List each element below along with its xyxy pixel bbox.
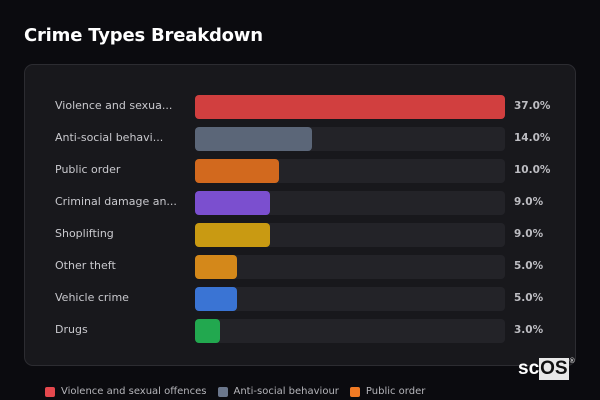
bar-value: 10.0% [514, 164, 551, 176]
bar-track [195, 127, 505, 151]
bar-fill[interactable] [195, 255, 237, 279]
bar-fill[interactable] [195, 95, 505, 119]
logo-boxed: OS [539, 358, 569, 380]
legend-label: Anti-social behaviour [233, 386, 339, 397]
bar-row: Drugs 3.0% [25, 319, 575, 343]
chart-title: Crime Types Breakdown [24, 25, 263, 46]
bar-value: 9.0% [514, 196, 544, 208]
legend-swatch-icon [45, 386, 55, 397]
watermark-logo: sc OS ® [518, 358, 575, 380]
bar-value: 37.0% [514, 100, 551, 112]
bar-track [195, 255, 505, 279]
bar-value: 14.0% [514, 132, 551, 144]
bar-track [195, 287, 505, 311]
bar-label: Criminal damage an... [55, 195, 177, 208]
legend-label: Violence and sexual offences [61, 386, 207, 397]
bar-label: Vehicle crime [55, 291, 129, 304]
bar-row: Public order 10.0% [25, 159, 575, 183]
bar-track [195, 95, 505, 119]
bar-label: Drugs [55, 323, 88, 336]
bar-fill[interactable] [195, 223, 271, 247]
bar-value: 3.0% [514, 324, 544, 336]
bar-fill[interactable] [195, 319, 221, 343]
registered-mark-icon: ® [569, 358, 575, 365]
legend-item[interactable]: Public order [349, 386, 426, 397]
logo-prefix: sc [518, 358, 540, 379]
bar-value: 9.0% [514, 228, 544, 240]
bar-track [195, 223, 505, 247]
bar-label: Shoplifting [55, 227, 114, 240]
bar-row: Shoplifting 9.0% [25, 223, 575, 247]
bar-value: 5.0% [514, 292, 544, 304]
bar-track [195, 159, 505, 183]
bar-value: 5.0% [514, 260, 544, 272]
legend-item[interactable]: Anti-social behaviour [217, 386, 339, 397]
bar-fill[interactable] [195, 287, 237, 311]
bar-row: Vehicle crime 5.0% [25, 287, 575, 311]
legend-swatch-icon [217, 386, 228, 397]
bar-row: Other theft 5.0% [25, 255, 575, 279]
bar-label: Violence and sexua... [55, 99, 173, 112]
bar-fill[interactable] [195, 127, 313, 151]
legend-swatch-icon [349, 386, 360, 397]
legend-label: Public order [365, 386, 426, 397]
bar-fill[interactable] [195, 191, 271, 215]
bar-fill[interactable] [195, 159, 279, 183]
bar-track [195, 191, 505, 215]
bar-track [195, 319, 505, 343]
bar-label: Other theft [55, 259, 116, 272]
bar-row: Anti-social behavi... 14.0% [25, 127, 575, 151]
bar-row: Violence and sexua... 37.0% [25, 95, 575, 119]
bar-row: Criminal damage an... 9.0% [25, 191, 575, 215]
bar-label: Public order [55, 163, 121, 176]
bar-label: Anti-social behavi... [55, 131, 164, 144]
legend-item[interactable]: Violence and sexual offences [45, 386, 207, 397]
chart-card: Violence and sexua... 37.0% Anti-social be… [24, 64, 576, 366]
chart-legend: Violence and sexual offences Anti-social … [45, 386, 436, 397]
